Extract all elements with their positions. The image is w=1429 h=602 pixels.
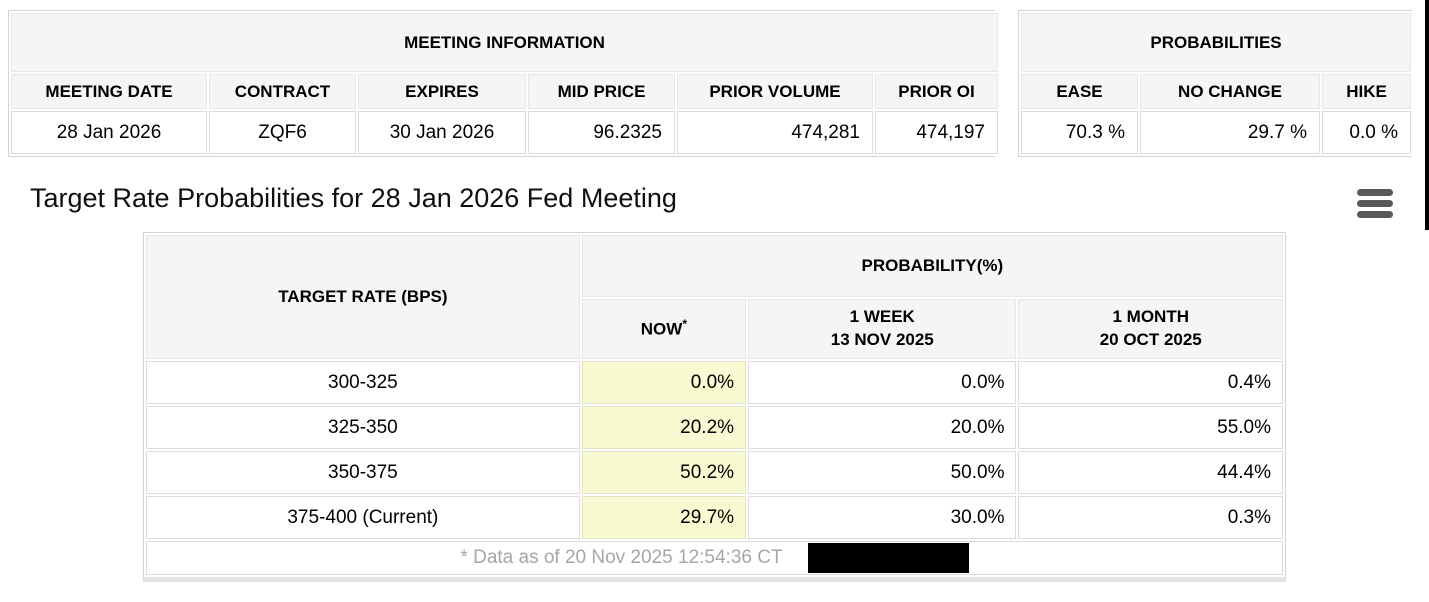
one-week-column-header: 1 WEEK 13 NOV 2025	[748, 299, 1017, 359]
ease-value: 70.3 %	[1021, 111, 1138, 154]
col-header-hike: HIKE	[1322, 74, 1412, 109]
now-probability-cell: 0.0%	[581, 361, 747, 404]
redaction-box	[807, 543, 969, 573]
page-title: Target Rate Probabilities for 28 Jan 202…	[30, 183, 677, 213]
week-probability-cell: 0.0%	[748, 361, 1017, 404]
week-probability-cell: 20.0%	[748, 406, 1017, 449]
expires-value: 30 Jan 2026	[358, 111, 526, 154]
prior-volume-value: 474,281	[677, 111, 873, 154]
table-row: 375-400 (Current) 29.7% 30.0% 0.3%	[146, 496, 1283, 539]
now-probability-cell: 29.7%	[581, 496, 747, 539]
meeting-information-title: MEETING INFORMATION	[11, 13, 998, 72]
probabilities-title: PROBABILITIES	[1021, 13, 1412, 72]
now-probability-cell: 20.2%	[581, 406, 747, 449]
target-rate-cell: 375-400 (Current)	[146, 496, 580, 539]
month-probability-cell: 0.3%	[1018, 496, 1283, 539]
probability-pct-header: PROBABILITY(%)	[581, 235, 1283, 297]
table-row: 350-375 50.2% 50.0% 44.4%	[146, 451, 1283, 494]
hamburger-bar	[1357, 189, 1393, 196]
now-asterisk: *	[682, 317, 687, 332]
col-header-ease: EASE	[1021, 74, 1138, 109]
target-rate-cell: 325-350	[146, 406, 580, 449]
vertical-scrollbar[interactable]	[1425, 0, 1429, 230]
target-rate-cell: 350-375	[146, 451, 580, 494]
col-header-contract: CONTRACT	[209, 74, 356, 109]
footnote-row: * Data as of 20 Nov 2025 12:54:36 CT	[146, 541, 1283, 575]
meeting-date-value: 28 Jan 2026	[11, 111, 207, 154]
now-column-header: NOW*	[581, 299, 747, 359]
week-probability-cell: 50.0%	[748, 451, 1017, 494]
footnote-cell: * Data as of 20 Nov 2025 12:54:36 CT	[146, 541, 1283, 575]
probabilities-row: 70.3 % 29.7 % 0.0 %	[1021, 111, 1412, 154]
target-rate-cell: 300-325	[146, 361, 580, 404]
now-probability-cell: 50.2%	[581, 451, 747, 494]
hamburger-bar	[1357, 211, 1393, 218]
meeting-information-row: 28 Jan 2026 ZQF6 30 Jan 2026 96.2325 474…	[11, 111, 998, 154]
col-header-meeting-date: MEETING DATE	[11, 74, 207, 109]
week-probability-cell: 30.0%	[748, 496, 1017, 539]
target-rate-table: TARGET RATE (BPS) PROBABILITY(%) NOW* 1 …	[143, 232, 1286, 582]
month-probability-cell: 55.0%	[1018, 406, 1283, 449]
month-probability-cell: 44.4%	[1018, 451, 1283, 494]
hamburger-bar	[1357, 200, 1393, 207]
meeting-information-grid: MEETING INFORMATION MEETING DATE CONTRAC…	[9, 11, 1000, 156]
target-rate-bps-header: TARGET RATE (BPS)	[146, 235, 580, 359]
col-header-expires: EXPIRES	[358, 74, 526, 109]
hamburger-menu-icon[interactable]	[1357, 189, 1393, 218]
col-header-prior-volume: PRIOR VOLUME	[677, 74, 873, 109]
one-month-label: 1 MONTH	[1112, 307, 1189, 327]
table-row: 325-350 20.2% 20.0% 55.0%	[146, 406, 1283, 449]
mid-price-value: 96.2325	[528, 111, 675, 154]
now-label: NOW	[640, 319, 683, 339]
hike-value: 0.0 %	[1322, 111, 1412, 154]
meeting-information-table: MEETING INFORMATION MEETING DATE CONTRAC…	[8, 10, 1000, 157]
probabilities-table: PROBABILITIES EASE NO CHANGE HIKE 70.3 %…	[1018, 10, 1414, 157]
col-header-no-change: NO CHANGE	[1140, 74, 1320, 109]
contract-value: ZQF6	[209, 111, 356, 154]
target-rate-grid: TARGET RATE (BPS) PROBABILITY(%) NOW* 1 …	[144, 233, 1285, 577]
col-header-mid-price: MID PRICE	[528, 74, 675, 109]
table-row: 300-325 0.0% 0.0% 0.4%	[146, 361, 1283, 404]
one-week-label: 1 WEEK	[849, 307, 915, 327]
prior-oi-value: 474,197	[875, 111, 998, 154]
data-as-of-footnote: * Data as of 20 Nov 2025 12:54:36 CT	[460, 547, 783, 568]
col-header-prior-oi: PRIOR OI	[875, 74, 998, 109]
one-week-date: 13 NOV 2025	[830, 330, 934, 349]
no-change-value: 29.7 %	[1140, 111, 1320, 154]
one-month-column-header: 1 MONTH 20 OCT 2025	[1018, 299, 1283, 359]
month-probability-cell: 0.4%	[1018, 361, 1283, 404]
probabilities-grid: PROBABILITIES EASE NO CHANGE HIKE 70.3 %…	[1019, 11, 1414, 156]
one-month-date: 20 OCT 2025	[1099, 330, 1202, 349]
